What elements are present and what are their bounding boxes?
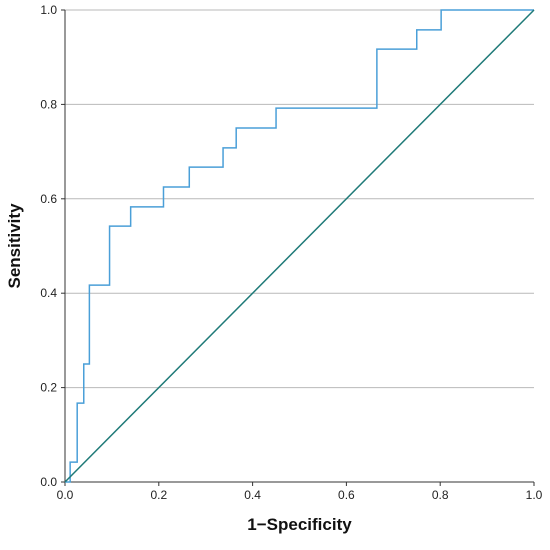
y-tick-label-2: 0.4: [40, 286, 57, 300]
roc-curve-line: [65, 9, 534, 483]
y-tick-label-3: 0.6: [40, 192, 57, 206]
series-lines: [64, 9, 535, 483]
y-axis-title: Sensitivity: [5, 203, 24, 289]
grid-lines: [65, 9, 534, 389]
y-tick-label-5: 1.0: [40, 3, 57, 17]
x-tick-label-2: 0.4: [244, 488, 261, 502]
y-tick-label-4: 0.8: [40, 97, 57, 111]
x-tick-label-4: 0.8: [432, 488, 449, 502]
axes: [61, 9, 535, 486]
y-tick-label-0: 0.0: [40, 475, 57, 489]
x-tick-label-3: 0.6: [338, 488, 355, 502]
reference-diagonal-line: [64, 9, 535, 483]
x-tick-label-5: 1.0: [526, 488, 543, 502]
y-tick-label-1: 0.2: [40, 381, 57, 395]
x-axis-title: 1−Specificity: [247, 515, 352, 534]
x-tick-label-0: 0.0: [57, 488, 74, 502]
tick-labels: 0.0 0.2 0.4 0.6 0.8 1.0 0.0 0.2 0.4 0.6 0.8 1.0: [40, 3, 542, 502]
x-tick-label-1: 0.2: [150, 488, 167, 502]
